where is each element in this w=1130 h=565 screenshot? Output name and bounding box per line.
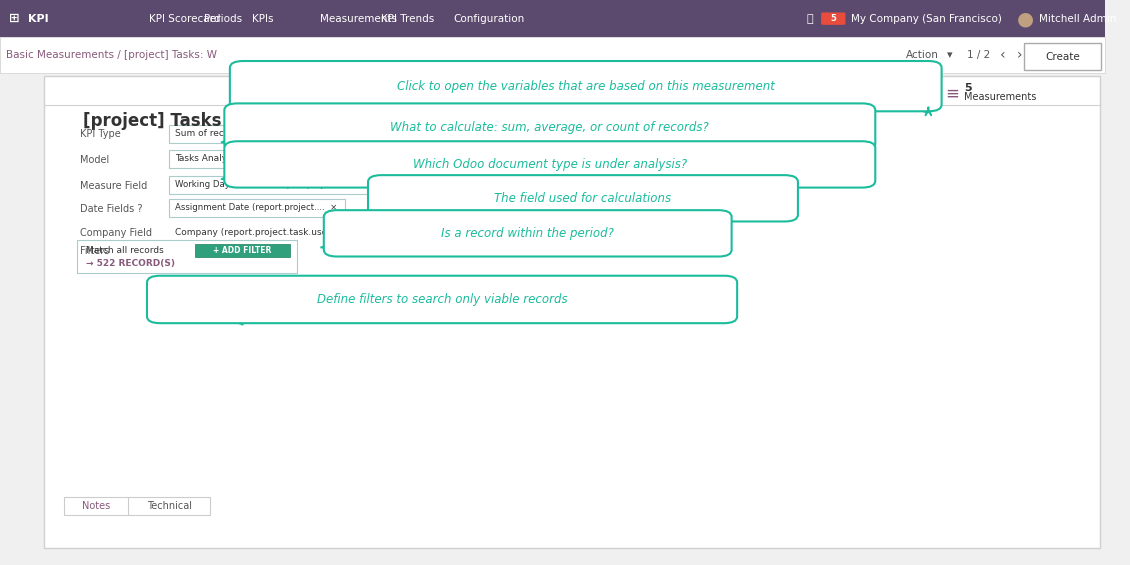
Polygon shape [321, 241, 337, 250]
Text: Define filters to search only viable records: Define filters to search only viable rec… [316, 293, 567, 306]
Text: ⊞: ⊞ [9, 12, 19, 25]
FancyBboxPatch shape [194, 244, 289, 257]
FancyBboxPatch shape [170, 199, 345, 217]
Polygon shape [221, 316, 243, 325]
Text: Measurements: Measurements [964, 92, 1036, 102]
Text: Mitchell Admin: Mitchell Admin [1038, 14, 1116, 24]
Text: Filters: Filters [79, 246, 108, 257]
FancyBboxPatch shape [225, 141, 876, 188]
Text: Configuration: Configuration [453, 14, 524, 24]
Text: Technical: Technical [147, 501, 192, 511]
Text: ●: ● [1017, 9, 1034, 28]
Text: Date Fields ?: Date Fields ? [79, 204, 142, 214]
FancyBboxPatch shape [368, 175, 798, 221]
Text: Sum of records field: Sum of records field [175, 129, 266, 138]
FancyBboxPatch shape [147, 276, 737, 323]
FancyBboxPatch shape [44, 76, 1099, 548]
FancyBboxPatch shape [0, 0, 1105, 37]
Text: Measurements: Measurements [321, 14, 398, 24]
Polygon shape [365, 206, 381, 215]
FancyBboxPatch shape [822, 12, 845, 25]
Text: Match all records: Match all records [86, 246, 164, 255]
Text: ▾: ▾ [947, 50, 953, 60]
Text: KPI: KPI [27, 14, 49, 24]
Text: Basic Measurements / [project] Tasks: W: Basic Measurements / [project] Tasks: W [6, 50, 217, 60]
Text: Action: Action [906, 50, 939, 60]
Text: Working Days to Close (report.project.task.user): Working Days to Close (report.project.ta… [175, 180, 382, 189]
Text: → 522 RECORD(S): → 522 RECORD(S) [86, 259, 175, 268]
FancyBboxPatch shape [229, 61, 941, 111]
FancyBboxPatch shape [128, 497, 210, 515]
Text: My Company (San Francisco): My Company (San Francisco) [851, 14, 1002, 24]
Text: Click to open the variables that are based on this measurement: Click to open the variables that are bas… [397, 80, 775, 93]
Polygon shape [221, 136, 237, 144]
Text: 5: 5 [964, 82, 972, 93]
Text: What to calculate: sum, average, or count of records?: What to calculate: sum, average, or coun… [391, 120, 710, 134]
Text: Notes: Notes [82, 501, 111, 511]
FancyBboxPatch shape [170, 125, 273, 143]
Polygon shape [906, 105, 929, 113]
Text: ‹: ‹ [1000, 49, 1006, 62]
FancyBboxPatch shape [170, 150, 273, 168]
FancyBboxPatch shape [1025, 43, 1101, 70]
Text: Measure Field: Measure Field [79, 181, 147, 191]
Text: ≡: ≡ [945, 84, 958, 102]
Text: ›: › [1017, 49, 1023, 62]
FancyBboxPatch shape [64, 497, 129, 515]
Text: Create: Create [1045, 51, 1080, 62]
Text: 🔔: 🔔 [807, 14, 814, 24]
FancyBboxPatch shape [0, 37, 1105, 73]
Text: Periods: Periods [205, 14, 243, 24]
Polygon shape [221, 172, 237, 181]
FancyBboxPatch shape [77, 240, 297, 273]
Text: KPIs: KPIs [252, 14, 273, 24]
FancyBboxPatch shape [170, 176, 367, 194]
Text: Company Field: Company Field [79, 228, 151, 238]
Text: Company (report.project.task.user): Company (report.project.task.user) [175, 228, 334, 237]
Text: [project] Tasks: [project] Tasks [82, 112, 221, 131]
Text: Model: Model [79, 155, 108, 165]
Text: The field used for calculations: The field used for calculations [495, 192, 671, 205]
Text: KPI Scorecard: KPI Scorecard [149, 14, 220, 24]
Text: 5: 5 [831, 14, 836, 23]
FancyBboxPatch shape [225, 103, 876, 151]
FancyBboxPatch shape [324, 210, 731, 257]
Text: Assignment Date (report.project....  ×: Assignment Date (report.project.... × [175, 203, 337, 212]
Text: 1 / 2: 1 / 2 [967, 50, 990, 60]
Text: Is a record within the period?: Is a record within the period? [442, 227, 615, 240]
Text: Which Odoo document type is under analysis?: Which Odoo document type is under analys… [412, 158, 687, 171]
Text: Tasks Analysis: Tasks Analysis [175, 154, 238, 163]
Text: + ADD FILTER: + ADD FILTER [212, 246, 271, 255]
Text: KPI Trends: KPI Trends [381, 14, 435, 24]
Text: KPI Type: KPI Type [79, 129, 120, 140]
